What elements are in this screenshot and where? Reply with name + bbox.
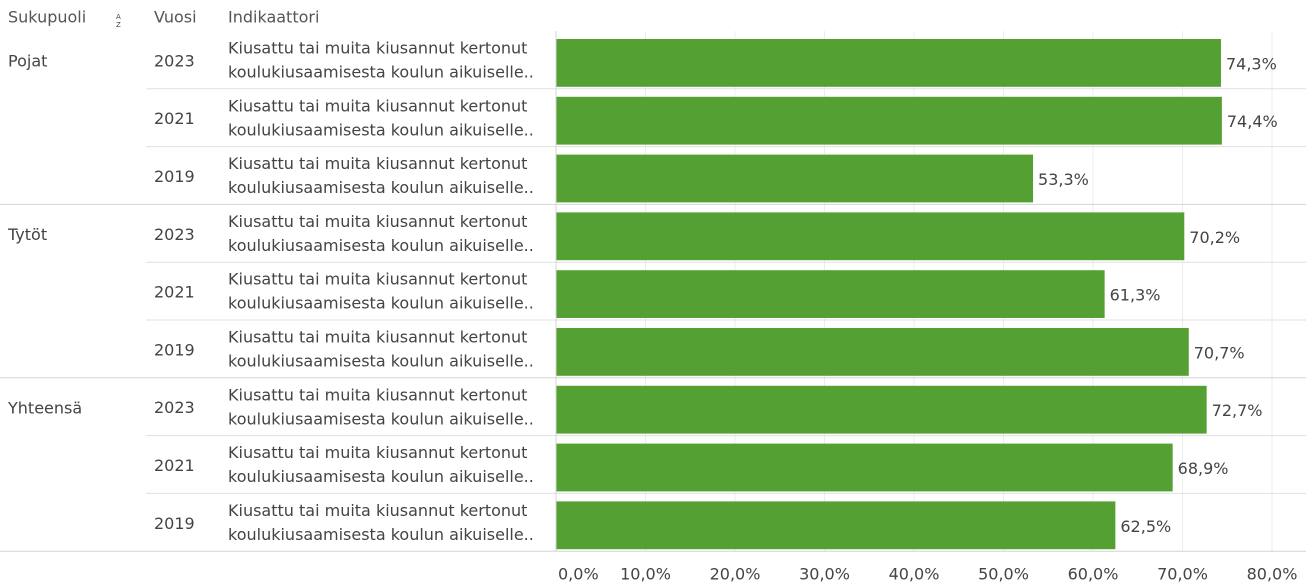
indicator-line: Kiusattu tai muita kiusannut kertonut — [228, 328, 527, 347]
indicator-line: koulukiusaamisesta koulun aikuiselle.. — [228, 294, 534, 313]
indicator-line: koulukiusaamisesta koulun aikuiselle.. — [228, 525, 534, 544]
year-label: 2021 — [154, 456, 195, 475]
bar — [556, 212, 1185, 261]
x-tick-label: 80,0% — [1247, 565, 1298, 584]
value-label: 72,7% — [1212, 401, 1263, 420]
year-label: 2019 — [154, 167, 195, 186]
value-label: 62,5% — [1120, 517, 1171, 536]
sort-icon-z: Z — [116, 21, 121, 29]
year-label: 2023 — [154, 51, 195, 70]
indicator-line: Kiusattu tai muita kiusannut kertonut — [228, 39, 527, 58]
x-tick-label: 40,0% — [889, 565, 940, 584]
year-label: 2023 — [154, 398, 195, 417]
value-label: 74,4% — [1227, 112, 1278, 131]
bar — [556, 328, 1189, 376]
indicator-line: koulukiusaamisesta koulun aikuiselle.. — [228, 178, 534, 197]
indicator-line: koulukiusaamisesta koulun aikuiselle.. — [228, 352, 534, 371]
value-label: 74,3% — [1226, 54, 1277, 73]
bar — [556, 385, 1207, 434]
bar — [556, 154, 1034, 203]
x-tick-label: 60,0% — [1068, 565, 1119, 584]
x-tick-label: 70,0% — [1157, 565, 1208, 584]
group-label: Tytöt — [7, 225, 47, 244]
group-label: Pojat — [8, 52, 47, 71]
indicator-line: Kiusattu tai muita kiusannut kertonut — [228, 501, 527, 520]
indicator-line: Kiusattu tai muita kiusannut kertonut — [228, 385, 527, 404]
indicator-line: Kiusattu tai muita kiusannut kertonut — [228, 443, 527, 462]
column-header: Sukupuoli — [8, 8, 86, 27]
indicator-line: Kiusattu tai muita kiusannut kertonut — [228, 270, 527, 289]
bar — [556, 39, 1221, 87]
indicator-line: Kiusattu tai muita kiusannut kertonut — [228, 154, 527, 173]
indicator-line: Kiusattu tai muita kiusannut kertonut — [228, 96, 527, 115]
value-label: 70,2% — [1189, 228, 1240, 247]
sort-icon[interactable]: A Z — [116, 13, 121, 29]
indicator-line: koulukiusaamisesta koulun aikuiselle.. — [228, 467, 534, 486]
column-header: Indikaattori — [228, 8, 319, 27]
bar — [556, 443, 1173, 492]
indicator-line: koulukiusaamisesta koulun aikuiselle.. — [228, 63, 534, 82]
indicator-line: koulukiusaamisesta koulun aikuiselle.. — [228, 120, 534, 139]
value-label: 53,3% — [1038, 170, 1089, 189]
indicator-line: koulukiusaamisesta koulun aikuiselle.. — [228, 236, 534, 255]
year-label: 2019 — [154, 514, 195, 533]
bar — [556, 96, 1222, 145]
group-label: Yhteensä — [7, 398, 82, 417]
year-label: 2021 — [154, 109, 195, 128]
indicator-line: Kiusattu tai muita kiusannut kertonut — [228, 212, 527, 231]
column-header: Vuosi — [154, 8, 197, 27]
value-label: 61,3% — [1110, 286, 1161, 305]
x-tick-label: 10,0% — [620, 565, 671, 584]
x-tick-label: 20,0% — [710, 565, 761, 584]
x-tick-label: 50,0% — [978, 565, 1029, 584]
bar — [556, 270, 1105, 318]
x-tick-label: 0,0% — [558, 565, 599, 584]
indicator-line: koulukiusaamisesta koulun aikuiselle.. — [228, 409, 534, 428]
bar — [556, 501, 1116, 550]
value-label: 70,7% — [1194, 343, 1245, 362]
x-tick-label: 30,0% — [799, 565, 850, 584]
year-label: 2019 — [154, 340, 195, 359]
year-label: 2023 — [154, 225, 195, 244]
year-label: 2021 — [154, 283, 195, 302]
sort-icon-a: A — [116, 13, 121, 21]
value-label: 68,9% — [1178, 459, 1229, 478]
